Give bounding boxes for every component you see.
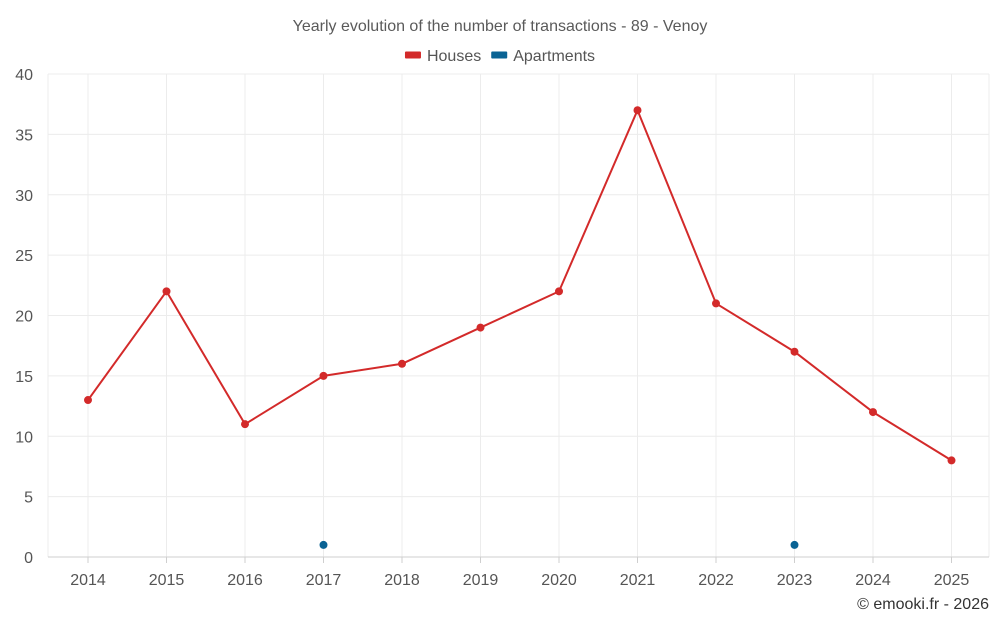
data-point[interactable] [241,420,249,429]
data-point[interactable] [319,540,328,549]
y-tick-label: 25 [15,248,33,265]
y-tick-label: 15 [15,369,33,386]
y-tick-label: 30 [15,188,33,205]
series-houses [84,106,956,465]
legend-label: Apartments [513,48,595,65]
data-point[interactable] [947,456,956,465]
grid-lines [47,73,990,558]
data-point[interactable] [790,540,799,549]
x-tick-label: 2015 [149,572,185,589]
x-tick-label: 2014 [70,572,106,589]
data-point[interactable] [476,323,485,332]
data-point[interactable] [790,347,799,356]
legend: Houses Apartments [404,48,595,65]
legend-swatch [404,51,421,59]
x-tick-label: 2022 [698,572,734,589]
x-tick-label: 2021 [620,572,656,589]
legend-item-apartments[interactable]: Apartments [491,48,595,65]
x-tick-label: 2025 [934,572,970,589]
data-point[interactable] [398,359,406,368]
series-line [87,109,953,462]
y-axis-ticks: 0 5 10 15 20 25 30 35 40 [15,67,33,567]
y-tick-label: 5 [24,490,33,507]
data-point[interactable] [869,408,877,417]
x-tick-label: 2020 [541,572,577,589]
x-tick-label: 2018 [384,572,420,589]
y-tick-label: 20 [15,309,33,326]
data-point[interactable] [712,299,720,308]
x-tick-label: 2019 [463,572,499,589]
chart-title: Yearly evolution of the number of transa… [293,18,708,35]
y-tick-label: 35 [15,127,33,144]
x-tick-label: 2023 [777,572,813,589]
series-apartments [319,540,799,549]
data-point[interactable] [319,371,328,380]
legend-item-houses[interactable]: Houses [404,48,481,65]
data-point[interactable] [555,287,563,296]
data-point[interactable] [162,287,171,296]
x-tick-label: 2017 [306,572,342,589]
y-tick-label: 10 [15,429,33,446]
legend-label: Houses [427,48,481,65]
y-tick-label: 0 [24,550,33,567]
x-tick-label: 2016 [227,572,263,589]
legend-swatch [491,51,508,59]
data-point[interactable] [84,396,92,405]
x-axis-ticks: 2014 2015 2016 2017 2018 2019 2020 2021 2022 2023… [70,557,969,589]
series-layer [84,106,956,549]
x-tick-label: 2024 [855,572,891,589]
data-point[interactable] [633,106,642,115]
chart-credit: © emooki.fr - 2026 [857,596,989,613]
y-tick-label: 40 [15,67,33,84]
